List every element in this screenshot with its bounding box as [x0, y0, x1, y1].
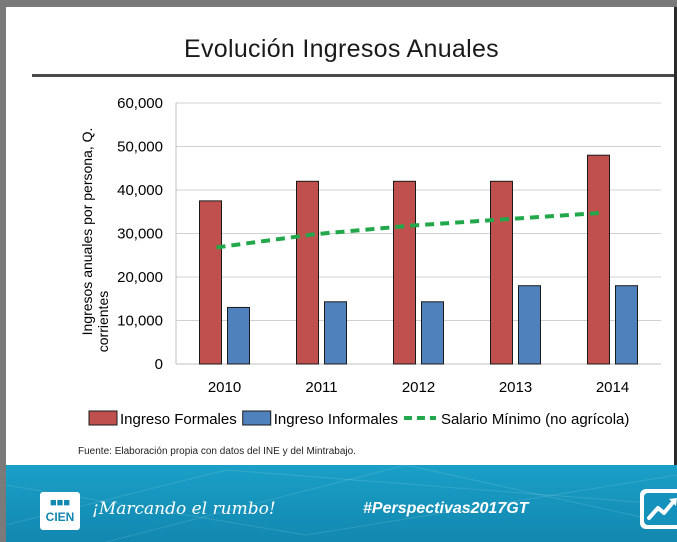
y-axis-ticks: 0 10,000 20,000 30,000 40,000 50,000 60,000 — [117, 95, 163, 373]
y-tick-label: 50,000 — [117, 139, 163, 156]
x-tick-label: 2014 — [596, 379, 629, 396]
x-tick-label: 2011 — [305, 379, 337, 396]
bar-informales — [324, 301, 347, 365]
y-tick-label: 30,000 — [117, 226, 163, 243]
bar-formales — [393, 180, 416, 365]
y-axis-label: Ingresos anuales por persona, Q.corrient… — [79, 128, 111, 353]
y-tick-label: 0 — [155, 356, 163, 373]
x-tick-label: 2010 — [208, 379, 241, 396]
chart-bars — [199, 154, 638, 365]
bar-informales — [518, 285, 541, 365]
footer-slogan: ¡Marcando el rumbo! — [92, 499, 276, 519]
x-tick-label: 2013 — [499, 379, 532, 396]
legend-label: Ingreso Informales — [274, 411, 398, 428]
x-axis-ticks: 2010 2011 2012 2013 2014 — [208, 379, 629, 396]
bar-informales — [615, 285, 638, 365]
footer-hashtag: #Perspectivas2017GT — [363, 500, 529, 517]
salario-minimo-line — [216, 210, 605, 250]
cien-logo: ■■■ CIEN — [40, 492, 80, 530]
income-chart: 0 10,000 20,000 30,000 40,000 50,000 60,000 20… — [79, 95, 661, 428]
y-tick-label: 20,000 — [117, 269, 163, 286]
slide-edge — [674, 7, 677, 465]
slide: Evolución Ingresos Anuales 0 10,000 20,000… — [6, 7, 677, 542]
bar-formales — [587, 154, 610, 365]
chart-trend-line — [216, 210, 605, 250]
footer-banner: ■■■ CIEN ¡Marcando el rumbo! #Perspectiv… — [6, 465, 677, 542]
title-divider — [32, 74, 674, 77]
y-tick-label: 10,000 — [117, 313, 163, 330]
bar-formales — [296, 180, 319, 365]
bar-informales — [421, 301, 444, 365]
bar-formales — [490, 180, 513, 365]
bar-formales — [199, 200, 222, 365]
chart-legend: Ingreso Formales Ingreso Informales Salari… — [88, 410, 629, 428]
legend-label: Ingreso Formales — [120, 411, 237, 428]
y-tick-label: 40,000 — [117, 182, 163, 199]
slide-title: Evolución Ingresos Anuales — [184, 35, 499, 63]
y-tick-label: 60,000 — [117, 95, 163, 112]
trending-up-icon — [640, 489, 677, 529]
legend-swatch — [88, 410, 118, 426]
source-note: Fuente: Elaboración propia con datos del… — [78, 446, 356, 457]
legend-label: Salario Mínimo (no agrícola) — [441, 411, 629, 428]
legend-swatch — [242, 410, 272, 426]
x-tick-label: 2012 — [402, 379, 435, 396]
chart-gridlines — [175, 102, 661, 365]
bar-informales — [227, 306, 250, 365]
